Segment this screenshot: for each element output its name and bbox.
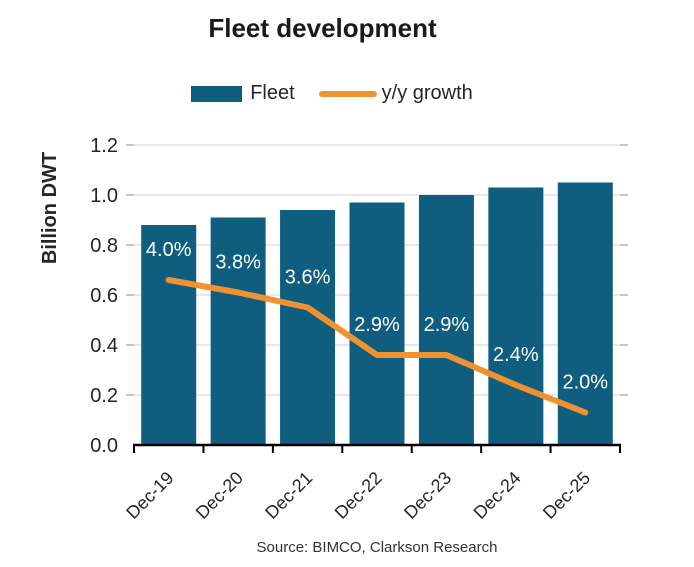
fleet-bar xyxy=(280,210,336,445)
x-tick-label: Dec-19 xyxy=(122,468,177,523)
y-tick-label: 0.2 xyxy=(90,385,118,407)
legend: Fleet y/y growth xyxy=(0,82,664,105)
growth-data-label: 3.6% xyxy=(285,267,331,289)
x-tick-label: Dec-21 xyxy=(261,468,316,523)
x-tick-label: Dec-22 xyxy=(331,468,386,523)
y-tick-label: 0.6 xyxy=(90,285,118,307)
fleet-legend-label: Fleet xyxy=(250,82,295,104)
chart-title: Fleet development xyxy=(208,13,437,43)
growth-legend-label: y/y growth xyxy=(381,82,473,104)
growth-data-label: 2.4% xyxy=(493,344,539,366)
x-tick-label: Dec-25 xyxy=(539,468,594,523)
fleet-bar xyxy=(349,202,405,445)
fleet-bar xyxy=(557,182,613,445)
y-tick-label: 1.0 xyxy=(90,185,118,207)
y-tick-label: 1.2 xyxy=(90,135,118,157)
fleet-bar xyxy=(418,195,474,445)
x-tick-label: Dec-20 xyxy=(192,468,247,523)
fleet-bar xyxy=(488,187,544,445)
growth-data-label: 3.8% xyxy=(215,252,261,274)
growth-data-label: 2.0% xyxy=(562,372,608,394)
y-tick-label: 0.0 xyxy=(90,435,118,457)
fleet-bar xyxy=(210,217,266,445)
growth-legend-line-icon xyxy=(318,90,377,97)
fleet-legend-swatch-icon xyxy=(191,85,243,102)
fleet-bar xyxy=(141,225,197,445)
y-axis-title: Billion DWT xyxy=(39,152,61,264)
legend-item-fleet: Fleet xyxy=(191,82,295,105)
legend-item-growth: y/y growth xyxy=(318,82,473,105)
growth-data-label: 2.9% xyxy=(424,314,470,336)
growth-line xyxy=(165,277,589,416)
growth-data-label: 2.9% xyxy=(354,314,400,336)
x-tick-label: Dec-23 xyxy=(400,468,455,523)
source-note: Source: BIMCO, Clarkson Research xyxy=(256,539,498,556)
y-tick-label: 0.8 xyxy=(90,235,118,257)
growth-data-label: 4.0% xyxy=(146,239,192,261)
y-tick-label: 0.4 xyxy=(90,335,118,357)
x-tick-label: Dec-24 xyxy=(470,468,525,523)
